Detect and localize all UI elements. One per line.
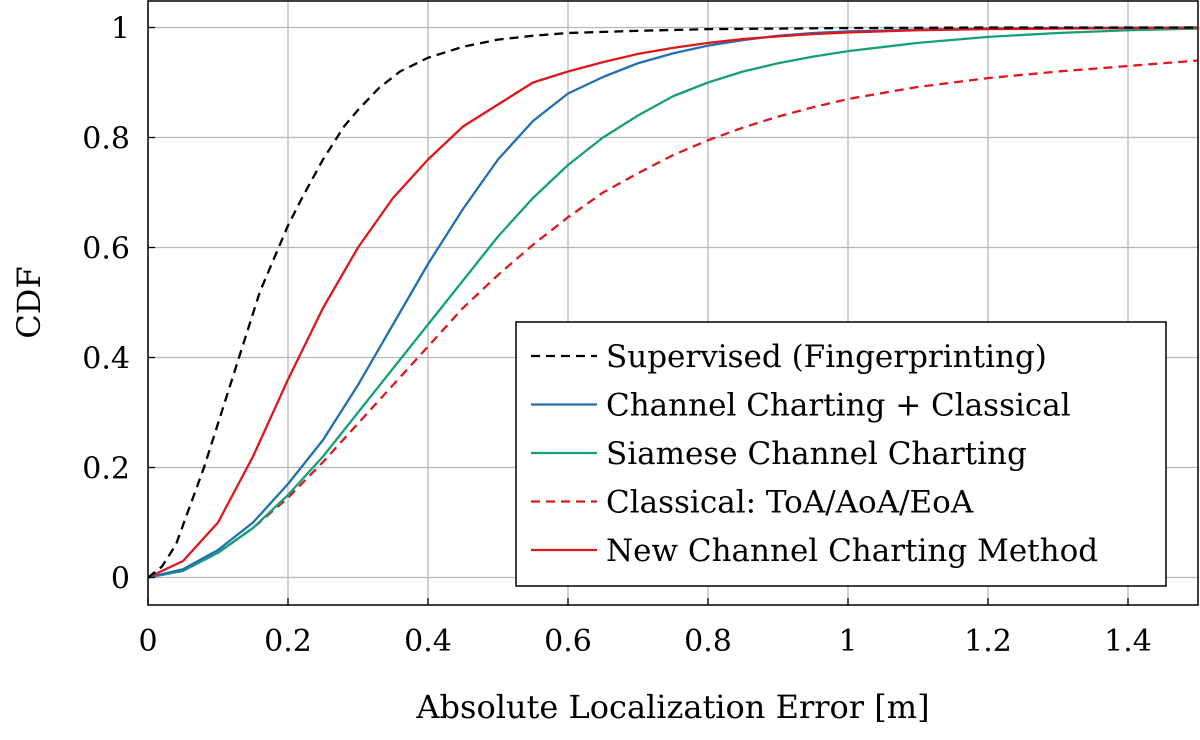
y-axis-label: CDF bbox=[10, 266, 48, 338]
legend-label: Siamese Channel Charting bbox=[606, 436, 1027, 472]
y-tick-label: 0.6 bbox=[82, 232, 130, 267]
x-tick-label: 0.2 bbox=[264, 624, 312, 659]
x-tick-label: 1 bbox=[838, 624, 857, 659]
y-tick-label: 0.8 bbox=[82, 122, 130, 157]
y-tick-label: 0.4 bbox=[82, 342, 130, 377]
legend-item: New Channel Charting Method bbox=[531, 533, 1098, 569]
x-tick-label: 0.4 bbox=[404, 624, 452, 659]
legend-item: Siamese Channel Charting bbox=[531, 436, 1027, 472]
legend-item: Supervised (Fingerprinting) bbox=[531, 339, 1047, 375]
plot-frame bbox=[147, 0, 1199, 606]
legend-label: New Channel Charting Method bbox=[606, 533, 1098, 569]
legend-item: Classical: ToA/AoA/EoA bbox=[531, 485, 974, 521]
x-tick-label: 0.8 bbox=[684, 624, 732, 659]
legend: Supervised (Fingerprinting) Channel Chart… bbox=[515, 321, 1167, 587]
legend-box bbox=[515, 321, 1167, 587]
x-tick-label: 0.6 bbox=[544, 624, 592, 659]
legend-label: Classical: ToA/AoA/EoA bbox=[606, 485, 974, 521]
series-line-4 bbox=[147, 59, 1199, 579]
x-tick-label: 1.4 bbox=[1104, 624, 1152, 659]
legend-label: Channel Charting + Classical bbox=[606, 388, 1071, 424]
legend-label: Supervised (Fingerprinting) bbox=[606, 339, 1047, 375]
series-line-3 bbox=[147, 27, 1199, 579]
series-lines bbox=[147, 26, 1199, 579]
y-tick-label: 0 bbox=[111, 562, 130, 597]
legend-item: Channel Charting + Classical bbox=[531, 388, 1071, 424]
ticks: 0 0.2 0.4 0.6 0.8 1 1.2 1.4 0 0.2 0.4 0.6 0.8 1 bbox=[82, 12, 1152, 660]
series-line-1 bbox=[147, 26, 1198, 579]
x-axis-label: Absolute Localization Error [m] bbox=[415, 688, 929, 726]
legend-items: Supervised (Fingerprinting) Channel Chart… bbox=[531, 339, 1098, 569]
y-tick-label: 1 bbox=[111, 12, 130, 47]
series-line-5 bbox=[147, 26, 1199, 579]
x-tick-label: 0 bbox=[138, 624, 157, 659]
y-tick-label: 0.2 bbox=[82, 452, 130, 487]
x-tick-label: 1.2 bbox=[964, 624, 1012, 659]
